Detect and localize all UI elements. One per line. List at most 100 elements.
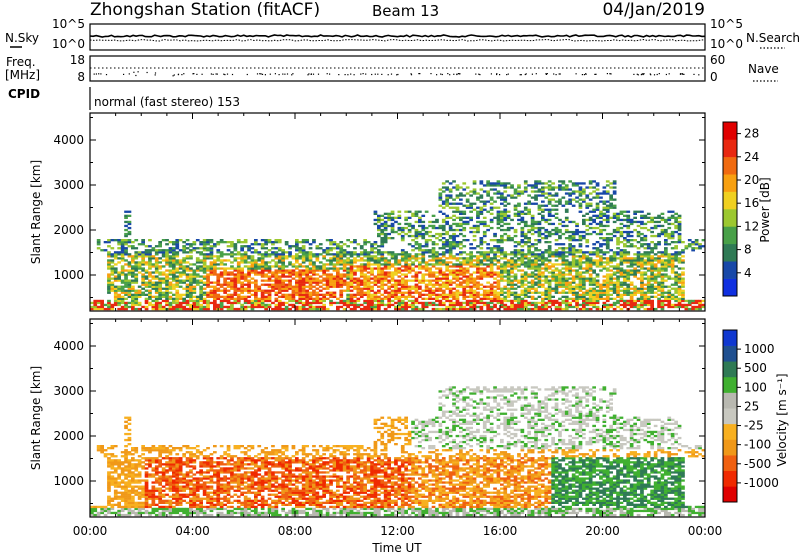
heatmap-cell xyxy=(158,295,162,298)
heatmap-cell xyxy=(506,279,511,282)
heatmap-cell xyxy=(623,291,627,294)
heatmap-cell xyxy=(472,263,477,266)
heatmap-cell xyxy=(500,297,504,300)
heatmap-cell xyxy=(172,243,176,246)
heatmap-cell xyxy=(547,261,552,264)
heatmap-cell xyxy=(93,301,98,305)
heatmap-cell xyxy=(506,202,511,205)
heatmap-cell xyxy=(387,287,391,290)
heatmap-cell xyxy=(599,261,603,264)
heatmap-cell xyxy=(623,214,627,217)
heatmap-cell xyxy=(534,202,538,205)
heatmap-cell xyxy=(623,289,627,292)
heatmap-cell xyxy=(418,247,422,250)
heatmap-cell xyxy=(353,285,357,288)
heatmap-cell xyxy=(325,281,330,284)
heatmap-cell xyxy=(640,214,644,217)
heatmap-cell xyxy=(469,287,473,290)
heatmap-cell xyxy=(250,271,255,274)
heatmap-cell xyxy=(346,285,350,288)
heatmap-cell xyxy=(96,243,101,246)
heatmap-cell xyxy=(148,303,152,307)
heatmap-cell xyxy=(554,204,559,207)
heatmap-cell xyxy=(619,295,624,298)
heatmap-cell xyxy=(462,226,467,230)
heatmap-cell xyxy=(308,295,313,298)
heatmap-cell xyxy=(602,297,607,300)
heatmap-cell xyxy=(260,299,265,303)
heatmap-cell xyxy=(301,287,306,290)
heatmap-cell xyxy=(667,295,672,298)
heatmap-cell xyxy=(544,291,549,294)
heatmap-cell xyxy=(418,287,422,290)
heatmap-cell xyxy=(359,269,364,272)
heatmap-cell xyxy=(585,267,590,270)
freq-point xyxy=(458,73,460,75)
heatmap-cell xyxy=(441,261,446,264)
heatmap-cell xyxy=(541,293,545,296)
heatmap-cell xyxy=(414,285,419,288)
heatmap-cell xyxy=(599,224,603,228)
heatmap-cell xyxy=(363,305,367,309)
heatmap-cell xyxy=(493,232,497,236)
heatmap-cell xyxy=(431,297,436,300)
heatmap-cell xyxy=(151,257,156,260)
heatmap-cell xyxy=(339,267,344,270)
noise-right-label: N.Search xyxy=(746,31,800,45)
heatmap-cell xyxy=(274,299,279,303)
heatmap-cell xyxy=(189,279,193,282)
heatmap-cell xyxy=(619,253,624,256)
heatmap-cell xyxy=(551,303,555,307)
heatmap-cell xyxy=(541,188,545,191)
heatmap-cell xyxy=(664,249,668,252)
heatmap-cell xyxy=(578,277,583,280)
heatmap-cell xyxy=(503,285,508,288)
heatmap-cell xyxy=(206,285,210,288)
heatmap-cell xyxy=(158,281,162,284)
heatmap-cell xyxy=(438,307,443,311)
heatmap-cell xyxy=(359,267,364,270)
heatmap-cell xyxy=(120,297,125,300)
heatmap-cell xyxy=(291,291,296,294)
heatmap-cell xyxy=(394,287,398,290)
heatmap-cell xyxy=(154,287,159,290)
heatmap-cell xyxy=(438,263,443,266)
heatmap-cell xyxy=(175,255,180,258)
heatmap-cell xyxy=(318,243,323,246)
heatmap-cell xyxy=(441,255,446,258)
heatmap-cell xyxy=(660,295,665,298)
heatmap-cell xyxy=(486,265,490,268)
heatmap-cell xyxy=(301,239,306,242)
heatmap-cell xyxy=(660,261,665,264)
heatmap-cell xyxy=(510,186,514,189)
heatmap-cell xyxy=(117,277,121,280)
heatmap-cell xyxy=(342,303,347,307)
heatmap-cell xyxy=(500,224,504,228)
heatmap-cell xyxy=(646,277,651,280)
heatmap-cell xyxy=(640,293,644,296)
heatmap-cell xyxy=(469,281,473,284)
heatmap-cell xyxy=(551,253,555,256)
heatmap-cell xyxy=(387,299,391,303)
heatmap-cell xyxy=(154,245,159,248)
heatmap-cell xyxy=(650,234,654,238)
heatmap-cell xyxy=(544,204,549,207)
heatmap-cell xyxy=(441,303,446,307)
heatmap-cell xyxy=(636,277,641,280)
heatmap-cell xyxy=(564,273,569,276)
heatmap-cell xyxy=(588,283,593,286)
heatmap-cell xyxy=(520,234,525,238)
heatmap-cell xyxy=(107,307,111,311)
heatmap-cell xyxy=(660,232,665,236)
heatmap-cell xyxy=(418,307,422,311)
heatmap-cell xyxy=(452,198,456,201)
heatmap-cell xyxy=(452,307,456,311)
heatmap-cell xyxy=(165,273,169,276)
heatmap-cell xyxy=(377,228,381,232)
heatmap-cell xyxy=(339,251,344,254)
heatmap-cell xyxy=(660,293,665,296)
heatmap-cell xyxy=(595,281,600,284)
heatmap-cell xyxy=(476,293,480,296)
heatmap-cell xyxy=(489,257,494,260)
heatmap-cell xyxy=(513,307,518,311)
